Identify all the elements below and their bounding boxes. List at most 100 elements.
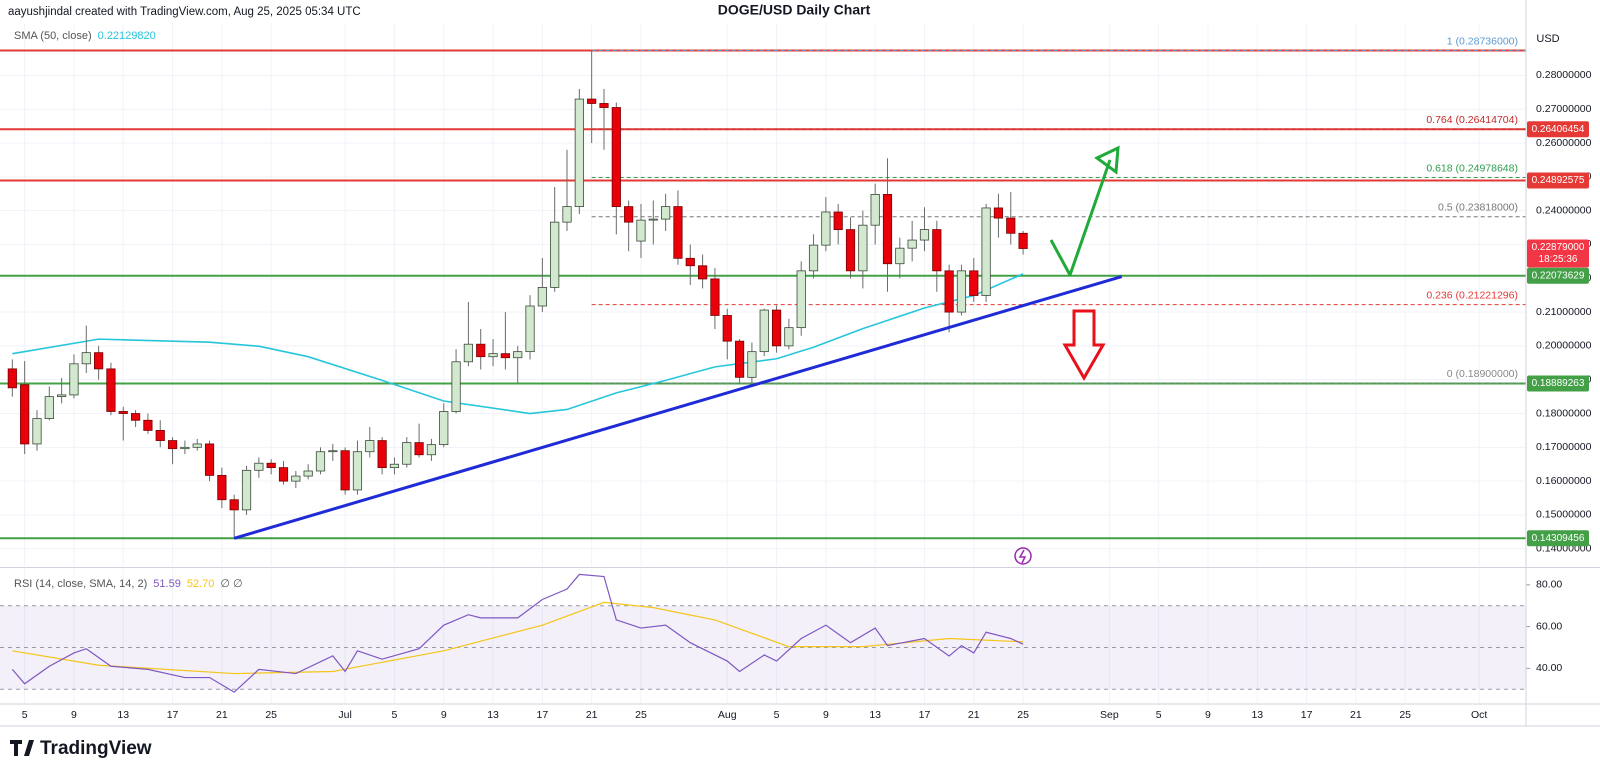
x-tick-label: 13 — [487, 709, 499, 721]
x-tick-label: 5 — [1156, 709, 1162, 721]
candle-body — [673, 206, 683, 259]
candle-body — [241, 469, 252, 511]
level-layer — [0, 49, 1526, 540]
x-tick-label: 9 — [441, 709, 447, 721]
x-tick-label: Jul — [338, 709, 351, 721]
candle-body — [537, 286, 547, 307]
fib-label: 0.764 (0.26414704) — [1426, 114, 1518, 126]
candle-body — [130, 413, 141, 421]
credit: aayushjindal created with TradingView.co… — [8, 6, 361, 18]
candle-body — [426, 444, 437, 456]
y-axis-label: USD — [1536, 33, 1559, 45]
rsi-ma-value: 52.70 — [187, 578, 215, 590]
band-layer — [0, 605, 1526, 690]
chart-title: DOGE/USD Daily Chart — [718, 2, 871, 18]
last-price-label: 0.22879000 — [1532, 242, 1585, 253]
bearish-arrow — [1062, 309, 1106, 382]
x-tick-label: 21 — [586, 709, 598, 721]
rsi-legend: RSI (14, close, SMA, 14, 2) 51.59 52.70 ∅ ∅ — [14, 578, 243, 590]
x-tick-label: 5 — [774, 709, 780, 721]
candle-body — [562, 206, 572, 223]
candle-body — [870, 194, 880, 226]
candle-body — [315, 451, 326, 472]
candle-body — [143, 419, 153, 431]
y-tick-label: 0.18000000 — [1536, 407, 1592, 419]
candle-body — [414, 442, 424, 456]
candle-body — [352, 451, 363, 491]
y-tick-label: 0.15000000 — [1536, 509, 1592, 521]
rsi-name: RSI (14, close, SMA, 14, 2) — [14, 578, 147, 590]
level-tag-label: 0.14309456 — [1532, 533, 1585, 544]
y-tick-label: 0.21000000 — [1536, 306, 1592, 318]
x-tick-label: 9 — [71, 709, 77, 721]
level-tag — [1527, 121, 1589, 138]
level-tag — [1527, 172, 1589, 189]
candle-body — [661, 206, 671, 220]
x-tick-label: Oct — [1471, 709, 1487, 721]
candle-body — [969, 270, 979, 296]
countdown-label: 18:25:36 — [1539, 254, 1578, 265]
y-tick-label: 80.00 — [1536, 579, 1562, 591]
candle-body — [858, 224, 868, 272]
label-layer: 0.140000000.150000000.160000000.17000000… — [22, 35, 1592, 720]
candle-body — [500, 353, 510, 359]
y-tick-label: 40.00 — [1536, 662, 1562, 674]
candle-body — [821, 211, 831, 246]
candle-body — [340, 450, 350, 491]
candle-body — [722, 315, 732, 342]
candle-body — [20, 384, 30, 445]
level-tag-label: 0.26406454 — [1532, 124, 1585, 135]
candle-body — [956, 270, 967, 313]
candle-body — [685, 257, 695, 267]
fib-label: 0.618 (0.24978648) — [1426, 162, 1518, 174]
level-tag — [1527, 530, 1589, 547]
fib-label: 1 (0.28736000) — [1447, 35, 1518, 47]
level-tag — [1527, 375, 1589, 392]
x-tick-label: Aug — [718, 709, 737, 721]
brand-logo — [10, 740, 34, 756]
candle-body — [981, 207, 991, 296]
brand: TradingView — [10, 738, 152, 759]
sma-legend: SMA (50, close) 0.22129820 — [14, 30, 156, 42]
candle-body — [291, 475, 301, 482]
candle-body — [118, 411, 128, 414]
candle-body — [192, 443, 202, 448]
candle-body — [710, 278, 720, 316]
candle-body — [1018, 232, 1028, 249]
x-tick-label: Sep — [1100, 709, 1119, 721]
candle-body — [624, 206, 634, 223]
candle-body — [919, 229, 930, 241]
bullish-arrow-head — [1094, 145, 1120, 175]
candle-body — [180, 446, 190, 450]
y-tick-label: 60.00 — [1536, 620, 1562, 632]
trendline — [233, 275, 1123, 540]
candle-body — [229, 499, 239, 511]
candle-body — [32, 418, 42, 445]
alert-icon-bolt — [1018, 549, 1027, 564]
candle-body — [636, 219, 646, 242]
candle-body — [476, 343, 486, 358]
candle-body — [81, 352, 91, 365]
candle-body — [747, 351, 757, 378]
rsi-line — [12, 601, 1024, 675]
y-tick-label: 0.20000000 — [1536, 340, 1592, 352]
y-tick-label: 0.24000000 — [1536, 204, 1592, 216]
x-tick-label: 21 — [216, 709, 228, 721]
y-tick-label: 0.16000000 — [1536, 475, 1592, 487]
candle-body — [611, 107, 621, 207]
candle-body — [784, 327, 794, 347]
x-tick-label: 25 — [1017, 709, 1029, 721]
x-tick-label: 21 — [968, 709, 980, 721]
candle-body — [932, 229, 942, 272]
candle-body — [796, 270, 806, 329]
candle-body — [439, 411, 449, 446]
candle-body — [599, 103, 609, 108]
candle-body — [44, 396, 54, 419]
candle-body — [167, 440, 178, 450]
fib-label: 0 (0.18900000) — [1447, 368, 1518, 380]
candle-body — [254, 462, 264, 471]
candle-body — [993, 207, 1004, 219]
x-tick-label: 25 — [265, 709, 277, 721]
